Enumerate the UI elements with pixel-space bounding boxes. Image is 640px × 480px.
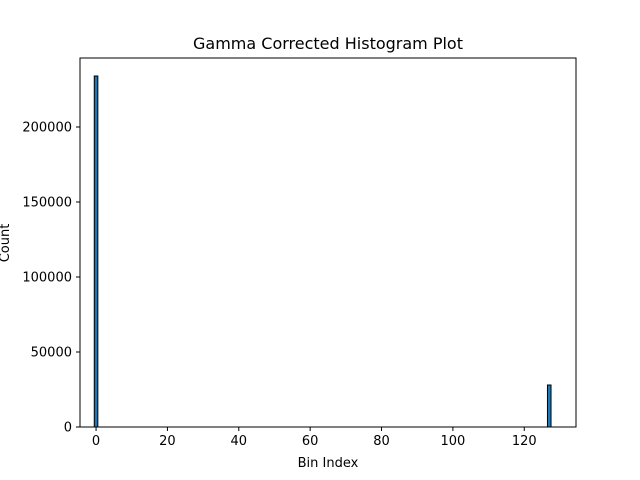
- y-tick-label: 0: [64, 421, 72, 436]
- x-tick-label: 100: [440, 434, 465, 449]
- chart-title: Gamma Corrected Histogram Plot: [193, 34, 463, 53]
- plot-frame: [79, 57, 577, 428]
- histogram-bar-127: [546, 384, 552, 428]
- y-tick-label: 150000: [22, 196, 72, 211]
- y-axis-label: Count: [0, 224, 13, 263]
- x-tick-label: 40: [231, 434, 248, 449]
- x-tick-label: 20: [159, 434, 176, 449]
- y-tick-label: 100000: [22, 271, 72, 286]
- y-tick-label: 200000: [22, 121, 72, 136]
- y-axis-ticks: 0 50000 100000 150000 200000: [22, 121, 80, 436]
- x-tick-label: 120: [512, 434, 537, 449]
- x-tick-label: 80: [373, 434, 390, 449]
- histogram-bar-0: [93, 75, 99, 428]
- x-axis-ticks: 0 20 40 60 80 100 120: [92, 427, 537, 449]
- y-tick-label: 50000: [31, 346, 72, 361]
- x-axis-label: Bin Index: [298, 456, 359, 471]
- x-tick-label: 60: [302, 434, 319, 449]
- x-tick-label: 0: [92, 434, 100, 449]
